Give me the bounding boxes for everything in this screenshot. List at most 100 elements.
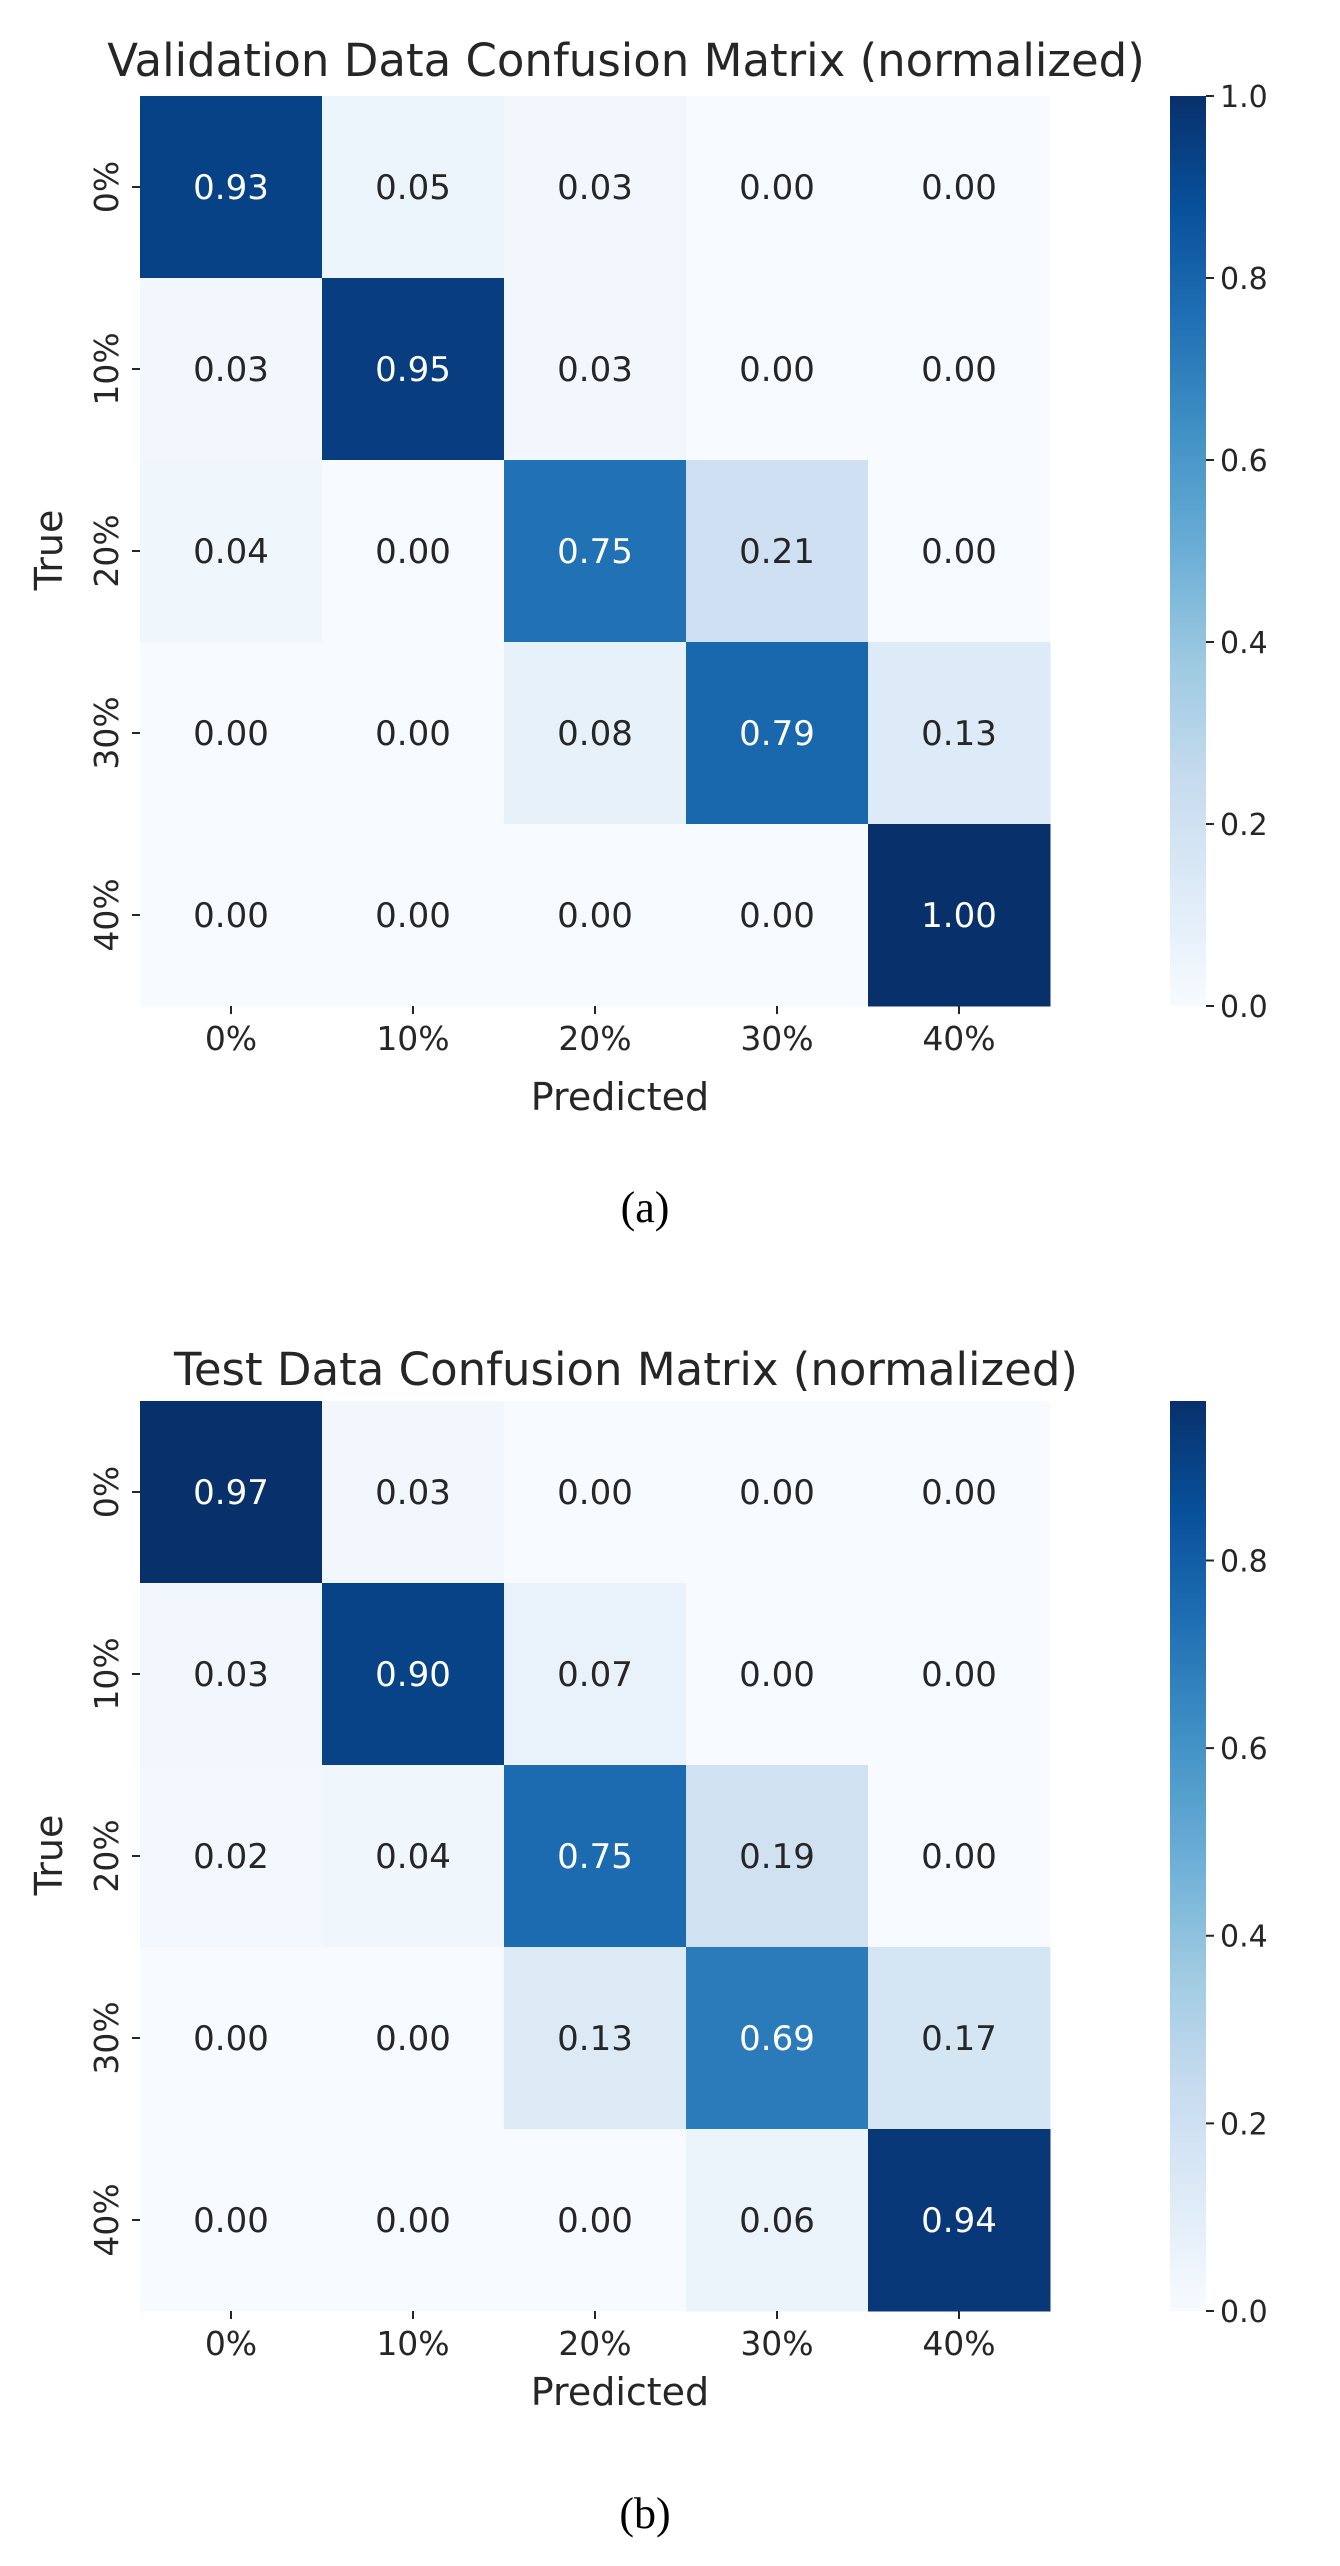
heatmap-cell — [322, 278, 505, 461]
heatmap-cell — [686, 1765, 869, 1948]
cell-value-label: 0.79 — [739, 714, 815, 754]
heatmap-cell — [140, 460, 323, 643]
y-tick-label: 30% — [87, 2001, 126, 2074]
heatmap-cell — [868, 96, 1051, 279]
cell-value-label: 0.00 — [375, 714, 451, 754]
heatmap-cell — [504, 642, 687, 825]
colorbar-tick-label: 0.8 — [1220, 262, 1268, 297]
panel-caption: (a) — [621, 1183, 670, 1232]
heatmap-cell — [322, 2129, 505, 2312]
confusion-matrix-test: Test Data Confusion Matrix (normalized) … — [27, 1343, 1268, 2538]
heatmap-cell — [686, 2129, 869, 2312]
heatmap-cell — [686, 1947, 869, 2130]
heatmap-cell — [504, 278, 687, 461]
colorbar-tick-label: 0.0 — [1220, 990, 1268, 1025]
heatmap-cell — [322, 1583, 505, 1766]
cell-value-label: 0.00 — [921, 1655, 997, 1695]
cell-value-label: 0.00 — [375, 2019, 451, 2059]
cell-value-label: 0.75 — [557, 1837, 633, 1877]
cell-value-label: 0.00 — [921, 168, 997, 208]
cell-value-label: 0.69 — [739, 2019, 815, 2059]
heatmap-cell — [140, 824, 323, 1007]
cell-value-label: 0.90 — [375, 1655, 451, 1695]
x-axis-label: Predicted — [531, 2370, 709, 2414]
heatmap-cell — [322, 1947, 505, 2130]
heatmap-cell — [868, 1401, 1051, 1584]
heatmap-cell — [322, 96, 505, 279]
cell-value-label: 0.13 — [921, 714, 997, 754]
cell-value-label: 0.00 — [921, 350, 997, 390]
heatmap-cell — [504, 1765, 687, 1948]
heatmap-cell — [686, 1401, 869, 1584]
heatmap-cell — [322, 1765, 505, 1948]
y-tick-labels: 0% 10% 20% 30% 40% — [87, 1466, 140, 2257]
heatmap-cell — [868, 1947, 1051, 2130]
chart-title: Test Data Confusion Matrix (normalized) — [173, 1343, 1078, 1396]
cell-value-label: 0.02 — [193, 1837, 269, 1877]
colorbar: 0.0 0.2 0.4 0.6 0.8 1.0 — [1170, 80, 1268, 1025]
cell-value-label: 0.17 — [921, 2019, 997, 2059]
cell-value-label: 0.05 — [375, 168, 451, 208]
cell-value-label: 0.00 — [193, 2019, 269, 2059]
x-tick-label: 30% — [740, 2324, 813, 2363]
heatmap-cell — [686, 96, 869, 279]
heatmap-cell — [504, 2129, 687, 2312]
x-tick-label: 40% — [922, 1019, 995, 1058]
cell-value-label: 0.00 — [557, 2201, 633, 2241]
cell-value-label: 0.00 — [739, 1655, 815, 1695]
colorbar-tick-label: 0.4 — [1220, 626, 1268, 661]
cell-value-label: 0.00 — [921, 532, 997, 572]
cell-value-label: 0.04 — [193, 532, 269, 572]
cell-value-label: 0.93 — [193, 168, 269, 208]
heatmap-cells: 0.93 0.05 0.03 0.00 0.00 0.03 0.95 0.03 0.00 0.00… — [140, 96, 1051, 1007]
cell-value-label: 0.00 — [193, 2201, 269, 2241]
heatmap-cell — [140, 2129, 323, 2312]
y-tick-label: 10% — [87, 332, 126, 405]
confusion-matrix-validation: Validation Data Confusion Matrix (normal… — [27, 34, 1268, 1232]
heatmap-cell — [140, 1765, 323, 1948]
cell-value-label: 0.03 — [557, 350, 633, 390]
heatmap-cell — [322, 824, 505, 1007]
heatmap-cell — [504, 824, 687, 1007]
x-axis-label: Predicted — [531, 1075, 709, 1119]
cell-value-label: 0.00 — [375, 532, 451, 572]
colorbar-gradient — [1170, 1401, 1206, 2311]
x-tick-labels: 0% 10% 20% 30% 40% — [205, 1006, 996, 1058]
cell-value-label: 0.00 — [739, 1473, 815, 1513]
heatmap-cell — [686, 642, 869, 825]
cell-value-label: 0.94 — [921, 2201, 997, 2241]
heatmap-cell — [140, 642, 323, 825]
y-tick-label: 0% — [87, 161, 126, 213]
heatmap-cell — [868, 1583, 1051, 1766]
cell-value-label: 0.04 — [375, 1837, 451, 1877]
cell-value-label: 0.95 — [375, 350, 451, 390]
cell-value-label: 1.00 — [921, 896, 997, 936]
x-tick-label: 10% — [376, 2324, 449, 2363]
heatmap-cell — [686, 824, 869, 1007]
heatmap-cell — [504, 1947, 687, 2130]
heatmap-cell — [686, 278, 869, 461]
colorbar-tick-label: 0.8 — [1220, 1544, 1268, 1579]
cell-value-label: 0.03 — [193, 1655, 269, 1695]
cell-value-label: 0.03 — [375, 1473, 451, 1513]
y-axis-label: True — [27, 1815, 71, 1897]
cell-value-label: 0.00 — [739, 168, 815, 208]
colorbar-gradient — [1170, 96, 1206, 1006]
heatmap-cell — [868, 642, 1051, 825]
heatmap-cell — [140, 1947, 323, 2130]
colorbar-tick-label: 1.0 — [1220, 80, 1268, 115]
y-tick-label: 40% — [87, 878, 126, 951]
heatmap-cell — [322, 460, 505, 643]
colorbar-tick-label: 0.6 — [1220, 1732, 1268, 1767]
heatmap-cell — [140, 278, 323, 461]
y-tick-labels: 0% 10% 20% 30% 40% — [87, 161, 140, 952]
x-tick-label: 40% — [922, 2324, 995, 2363]
x-tick-label: 10% — [376, 1019, 449, 1058]
cell-value-label: 0.00 — [921, 1837, 997, 1877]
y-tick-label: 20% — [87, 514, 126, 587]
cell-value-label: 0.97 — [193, 1473, 269, 1513]
cell-value-label: 0.00 — [193, 896, 269, 936]
cell-value-label: 0.00 — [557, 1473, 633, 1513]
y-tick-label: 0% — [87, 1466, 126, 1518]
cell-value-label: 0.07 — [557, 1655, 633, 1695]
